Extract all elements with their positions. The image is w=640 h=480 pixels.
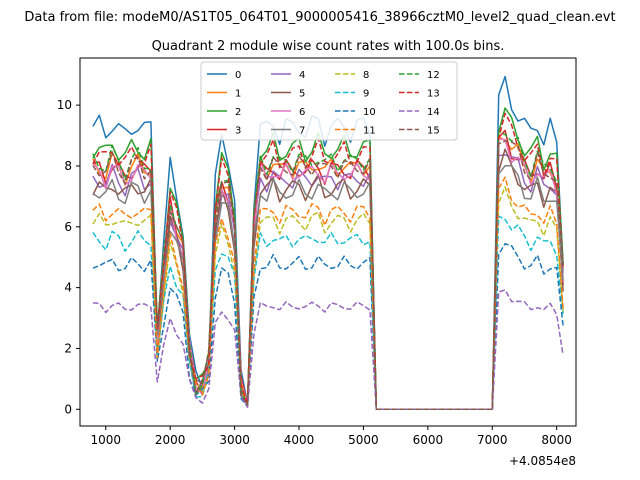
legend-label-3: 3 — [235, 126, 241, 137]
series-line-9 — [92, 215, 564, 411]
y-tick-label: 0 — [64, 402, 72, 416]
legend-label-2: 2 — [235, 107, 241, 118]
y-tick-label: 4 — [64, 281, 72, 295]
legend-label-15: 15 — [427, 126, 440, 137]
legend-label-12: 12 — [427, 70, 440, 81]
legend-label-6: 6 — [299, 107, 305, 118]
x-tick-label: 7000 — [477, 433, 508, 447]
x-tick-label: 8000 — [541, 433, 572, 447]
x-tick-label: 6000 — [413, 433, 444, 447]
x-axis-offset-label: +4.0854e8 — [509, 454, 576, 468]
x-tick-label: 2000 — [155, 433, 186, 447]
y-tick-label: 2 — [64, 341, 72, 355]
x-tick-label: 5000 — [348, 433, 379, 447]
figure-title: Data from file: modeM0/AS1T05_064T01_900… — [24, 10, 615, 25]
x-tick-label: 3000 — [219, 433, 250, 447]
series-line-8 — [92, 186, 564, 411]
y-tick-label: 6 — [64, 220, 72, 234]
x-tick-label: 4000 — [284, 433, 315, 447]
plot-frame — [79, 57, 577, 427]
legend-label-8: 8 — [363, 70, 369, 81]
legend-label-5: 5 — [299, 89, 305, 100]
legend-label-4: 4 — [299, 70, 305, 81]
legend-label-9: 9 — [363, 89, 369, 100]
legend-label-7: 7 — [299, 126, 305, 137]
y-tick-label: 10 — [57, 98, 72, 112]
plot-lines — [92, 75, 564, 411]
legend-label-0: 0 — [235, 70, 241, 81]
chart-title: Quadrant 2 module wise count rates with … — [152, 39, 505, 54]
x-axis-ticks: 1000 2000 3000 4000 5000 6000 7000 8000 — [90, 426, 572, 447]
legend-label-11: 11 — [363, 126, 376, 137]
legend-label-13: 13 — [427, 89, 440, 100]
legend-label-10: 10 — [363, 107, 376, 118]
x-tick-label: 1000 — [90, 433, 121, 447]
y-axis-ticks: 0 2 4 6 8 10 — [57, 98, 80, 416]
legend-label-14: 14 — [427, 107, 440, 118]
series-line-15 — [92, 140, 564, 411]
legend-label-1: 1 — [235, 89, 241, 100]
series-line-14 — [92, 289, 564, 411]
legend-box — [200, 61, 458, 141]
y-tick-label: 8 — [64, 159, 72, 173]
